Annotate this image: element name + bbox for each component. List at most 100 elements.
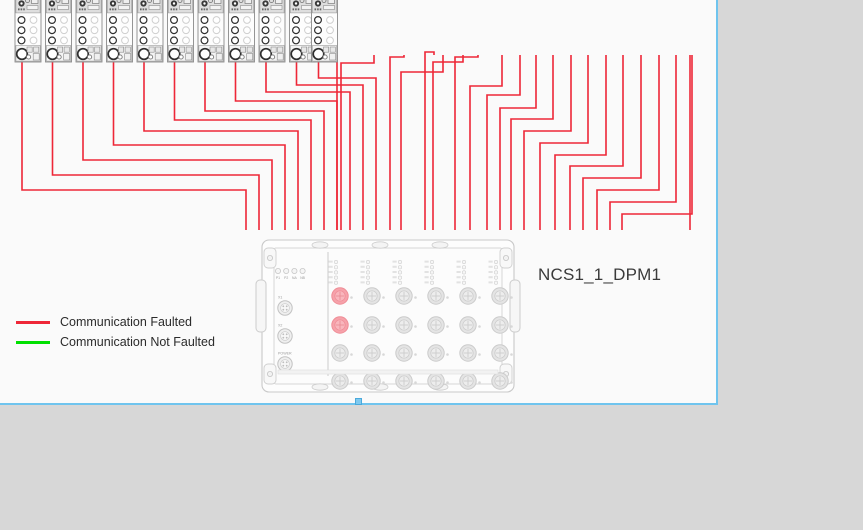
connection-wire-faulted[interactable]: [204, 54, 325, 230]
connection-wire-faulted[interactable]: [21, 54, 247, 230]
dpm-port-led-tick: [392, 265, 397, 268]
field-device-io-module[interactable]: [14, 0, 42, 63]
connection-wire-faulted[interactable]: [82, 54, 273, 230]
connection-wire-faulted[interactable]: [112, 54, 286, 230]
dpm-port[interactable]: [395, 316, 417, 334]
field-device-io-module[interactable]: [106, 0, 133, 63]
dpm-port-led-tick: [456, 281, 461, 284]
dpm-port[interactable]: [363, 372, 385, 390]
dpm-port-index-dot: [510, 353, 513, 356]
dpm-port-led: [333, 259, 338, 264]
dpm-status-led-label: P1: [276, 276, 280, 280]
dpm-port[interactable]: [491, 344, 513, 362]
dpm-port-led: [365, 265, 370, 270]
connection-wire-faulted[interactable]: [510, 55, 554, 230]
dpm-port-led-tick: [392, 281, 397, 284]
dpm-port[interactable]: [459, 316, 481, 334]
connection-wire-faulted[interactable]: [173, 54, 312, 230]
dpm-port[interactable]: [459, 344, 481, 362]
connection-wire-faulted[interactable]: [582, 55, 642, 230]
dpm-port[interactable]: [331, 344, 353, 362]
dpm-port[interactable]: [459, 372, 481, 390]
field-device-io-module[interactable]: [311, 0, 338, 63]
dpm-port-index-dot: [382, 381, 385, 384]
canvas-resize-handle[interactable]: [355, 398, 362, 405]
dpm-port-led-tick: [456, 271, 461, 273]
dpm-port-led-tick: [392, 276, 397, 279]
connection-wire-faulted[interactable]: [539, 55, 589, 230]
dpm-port-led-tick: [328, 265, 333, 268]
dpm-port-index-dot: [446, 381, 449, 384]
field-device-io-module[interactable]: [75, 0, 103, 63]
dpm-port-led-tick: [488, 271, 493, 273]
dpm-port-led: [429, 265, 434, 270]
connection-wire-faulted[interactable]: [569, 55, 624, 230]
connection-wire-faulted[interactable]: [424, 51, 435, 230]
field-device-io-module[interactable]: [258, 0, 286, 63]
connection-wire-faulted[interactable]: [389, 55, 405, 230]
field-device-layer[interactable]: [0, 0, 718, 405]
dpm-port-led: [397, 265, 402, 270]
connection-wire-faulted[interactable]: [51, 54, 260, 230]
dpm-port-faulted[interactable]: [331, 287, 353, 305]
connection-wire-faulted[interactable]: [432, 55, 464, 230]
legend-swatch-faulted: [16, 320, 50, 324]
legend-item-not-faulted: Communication Not Faulted: [16, 332, 215, 352]
connection-wire-faulted[interactable]: [295, 54, 364, 230]
connection-wire-faulted[interactable]: [609, 55, 677, 230]
connection-wire-faulted[interactable]: [486, 55, 521, 230]
dpm-status-led-label: P2: [284, 276, 288, 280]
connection-wire-faulted[interactable]: [400, 55, 444, 230]
dpm-port-led-tick: [328, 281, 333, 284]
main-device-graphic[interactable]: P1 P2 NA NB X1 X2 POWER: [0, 0, 718, 405]
connection-wire-faulted[interactable]: [596, 55, 660, 230]
dpm-port[interactable]: [491, 287, 513, 305]
connection-wire-faulted[interactable]: [523, 55, 572, 230]
dpm-port-led-tick: [360, 276, 365, 279]
dpm-port-led-tick: [456, 260, 461, 263]
dpm-port[interactable]: [331, 372, 353, 390]
dpm-port-led-tick: [456, 265, 461, 268]
dpm-port-index-dot: [350, 353, 353, 356]
dpm-port-index-dot: [446, 325, 449, 328]
dpm-port[interactable]: [363, 344, 385, 362]
dpm-port-led: [365, 280, 370, 285]
dpm-port[interactable]: [427, 287, 449, 305]
dpm-port[interactable]: [363, 287, 385, 305]
dpm-port[interactable]: [363, 316, 385, 334]
dpm-port-led: [493, 270, 498, 275]
connection-wire-faulted[interactable]: [469, 55, 503, 230]
dpm-status-led-label: NA: [292, 276, 297, 280]
dpm-port[interactable]: [427, 344, 449, 362]
dpm-port[interactable]: [395, 372, 417, 390]
dpm-port-led: [397, 275, 402, 280]
connection-wire-faulted[interactable]: [454, 55, 479, 230]
connection-wire-faulted[interactable]: [554, 55, 607, 230]
dpm-port[interactable]: [491, 316, 513, 334]
dpm-port[interactable]: [491, 372, 513, 390]
dpm-port[interactable]: [395, 344, 417, 362]
field-device-io-module[interactable]: [228, 0, 255, 63]
dpm-port[interactable]: [459, 287, 481, 305]
dpm-port-led-tick: [424, 276, 429, 279]
dpm-port[interactable]: [395, 287, 417, 305]
dpm-port-led-tick: [488, 265, 493, 268]
field-device-io-module[interactable]: [45, 0, 72, 63]
connection-wire-faulted[interactable]: [143, 54, 299, 230]
connection-wire-faulted[interactable]: [340, 55, 375, 230]
connection-wire-faulted[interactable]: [499, 55, 537, 230]
field-device-io-module[interactable]: [136, 0, 164, 63]
dpm-port-led: [429, 275, 434, 280]
diagram-canvas[interactable]: P1 P2 NA NB X1 X2 POWER NCS1_1_DPM1 Communicat…: [0, 0, 718, 405]
field-device-io-module[interactable]: [197, 0, 225, 63]
field-device-io-module[interactable]: [167, 0, 194, 63]
dpm-port-faulted[interactable]: [331, 316, 353, 334]
dpm-port[interactable]: [427, 316, 449, 334]
connection-wire-faulted[interactable]: [317, 54, 377, 230]
dpm-port-led: [461, 265, 466, 270]
connection-wire-faulted[interactable]: [265, 54, 351, 230]
dpm-port-led: [365, 259, 370, 264]
connection-wire-faulted[interactable]: [621, 55, 693, 230]
dpm-port-index-dot: [478, 381, 481, 384]
